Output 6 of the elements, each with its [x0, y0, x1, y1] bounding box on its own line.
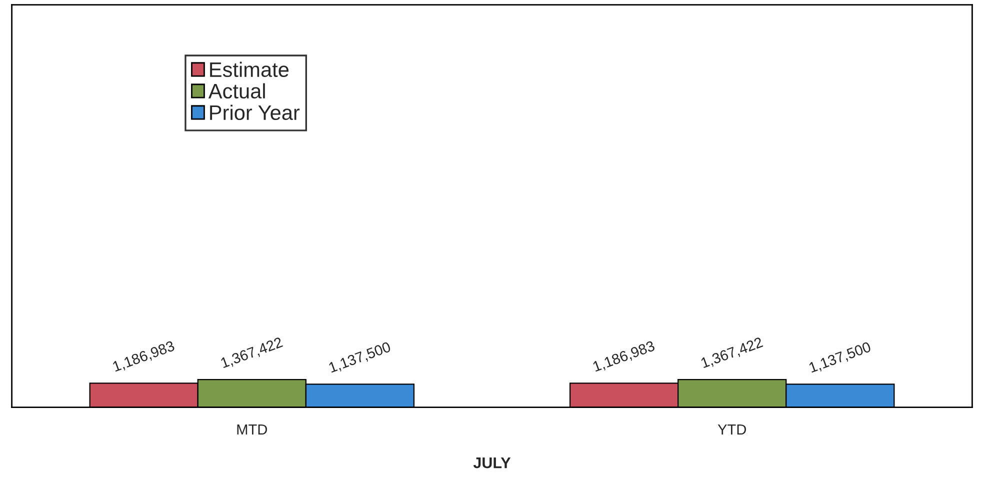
legend-label: Estimate [210, 62, 289, 78]
x-tick-label: YTD [718, 424, 746, 435]
legend-label: Actual [208, 83, 265, 99]
legend-label: Prior Year [210, 104, 300, 120]
x-tick-label: MTD [237, 424, 267, 435]
x-axis-title: JULY [473, 458, 511, 468]
